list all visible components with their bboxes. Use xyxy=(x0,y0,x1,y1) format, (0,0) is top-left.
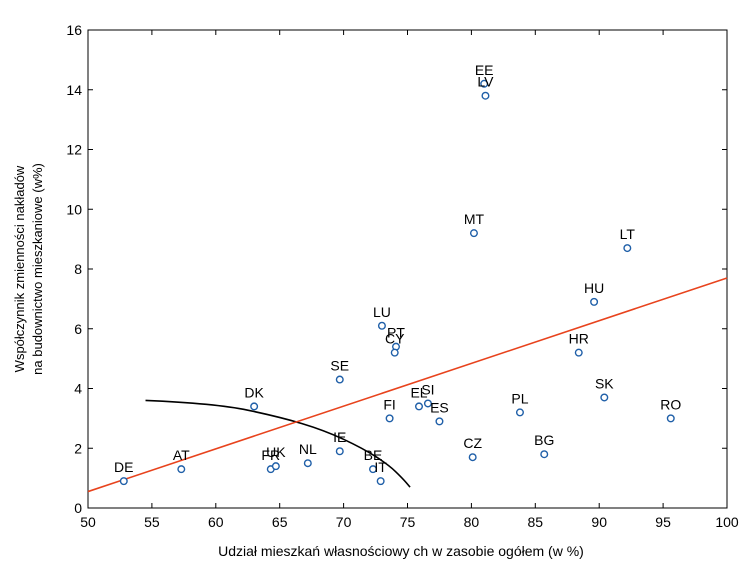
point-hr xyxy=(574,348,583,357)
point-label-ro: RO xyxy=(660,396,681,412)
point-label-nl: NL xyxy=(299,441,317,457)
point-ie xyxy=(335,447,344,456)
y-tick-label: 6 xyxy=(74,321,82,337)
point-se xyxy=(335,375,344,384)
point-cy xyxy=(390,348,399,357)
point-label-se: SE xyxy=(330,358,349,374)
point-label-sk: SK xyxy=(595,375,614,391)
point-label-uk: UK xyxy=(266,444,286,460)
y-tick-label: 14 xyxy=(66,82,82,98)
point-lu xyxy=(377,321,386,330)
x-tick-label: 65 xyxy=(272,514,288,530)
point-at xyxy=(177,465,186,474)
point-label-hu: HU xyxy=(584,280,604,296)
point-label-fi: FI xyxy=(383,396,395,412)
point-cz xyxy=(468,453,477,462)
point-label-de: DE xyxy=(114,459,133,475)
x-tick-label: 75 xyxy=(400,514,416,530)
point-label-be: BE xyxy=(364,447,383,463)
point-label-ee: EE xyxy=(475,62,494,78)
y-axis: 0 2 4 6 8 10 12 14 16 xyxy=(66,22,727,516)
point-label-hr: HR xyxy=(569,331,589,347)
black-curve xyxy=(145,399,411,488)
point-be xyxy=(368,465,377,474)
point-label-es: ES xyxy=(430,399,449,415)
y-tick-label: 4 xyxy=(74,381,82,397)
trend-line xyxy=(87,277,728,493)
x-tick-label: 100 xyxy=(715,514,739,530)
y-tick-label: 16 xyxy=(66,22,82,38)
point-mt xyxy=(469,229,478,238)
point-label-ie: IE xyxy=(333,429,346,445)
y-tick-label: 8 xyxy=(74,261,82,277)
point-pl xyxy=(515,408,524,417)
y-tick-label: 10 xyxy=(66,201,82,217)
point-ee xyxy=(480,79,489,88)
point-uk xyxy=(271,462,280,471)
y-axis-label-line2: na budownictwo mieszkaniowe (w%) xyxy=(30,163,45,375)
x-tick-label: 90 xyxy=(591,514,607,530)
point-el xyxy=(415,402,424,411)
point-hu xyxy=(590,297,599,306)
point-it xyxy=(376,477,385,486)
x-tick-label: 80 xyxy=(464,514,480,530)
point-si xyxy=(423,399,432,408)
point-label-cy: CY xyxy=(385,331,405,347)
point-lt xyxy=(623,244,632,253)
y-tick-label: 12 xyxy=(66,142,82,158)
point-label-lv: LV xyxy=(477,74,494,90)
point-label-si: SI xyxy=(421,381,434,397)
point-lv xyxy=(481,91,490,100)
plot-area xyxy=(87,29,728,509)
point-label-pl: PL xyxy=(511,390,528,406)
point-label-pt: PT xyxy=(387,325,405,341)
point-label-lt: LT xyxy=(620,226,636,242)
plot-frame xyxy=(87,29,728,509)
x-axis: 50 55 60 65 70 75 80 85 90 95 100 xyxy=(80,30,739,530)
x-axis-label: Udział mieszkań własnościowy ch w zasobi… xyxy=(218,543,584,559)
point-label-dk: DK xyxy=(244,384,264,400)
y-tick-label: 2 xyxy=(74,440,82,456)
point-label-fr: FR xyxy=(261,447,280,463)
x-tick-label: 60 xyxy=(208,514,224,530)
point-nl xyxy=(303,459,312,468)
point-ro xyxy=(666,414,675,423)
y-tick-label: 0 xyxy=(74,500,82,516)
x-tick-label: 70 xyxy=(336,514,352,530)
x-tick-label: 55 xyxy=(144,514,160,530)
point-label-lu: LU xyxy=(373,304,391,320)
y-axis-label-line1: Współczynnik zmienności nakładów xyxy=(12,165,27,372)
point-label-cz: CZ xyxy=(463,435,482,451)
point-fi xyxy=(385,414,394,423)
point-label-at: AT xyxy=(173,447,190,463)
point-sk xyxy=(600,393,609,402)
point-bg xyxy=(540,450,549,459)
point-label-it: IT xyxy=(374,459,387,475)
point-es xyxy=(435,417,444,426)
point-dk xyxy=(250,402,259,411)
x-tick-label: 85 xyxy=(528,514,544,530)
x-tick-label: 95 xyxy=(655,514,671,530)
point-de xyxy=(119,477,128,486)
point-label-bg: BG xyxy=(534,432,554,448)
point-label-mt: MT xyxy=(464,211,485,227)
x-tick-label: 50 xyxy=(80,514,96,530)
curve-group xyxy=(145,399,411,488)
point-label-el: EL xyxy=(410,384,427,400)
trend-group xyxy=(87,277,728,493)
